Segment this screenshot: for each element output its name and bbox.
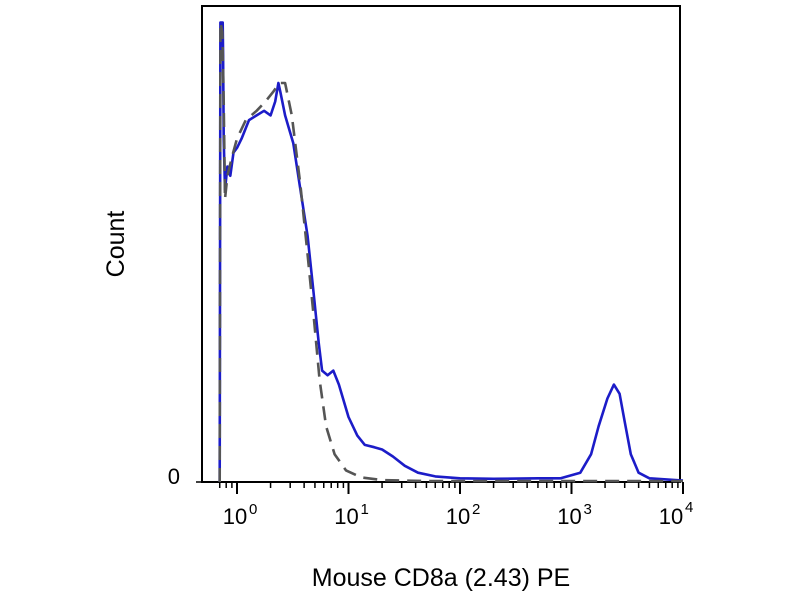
x-tick-label: 10: [659, 504, 683, 529]
plot-area: [201, 5, 684, 483]
x-tick-exponent: 2: [472, 501, 480, 518]
y-tick-label: 0: [168, 464, 180, 489]
x-tick-exponent: 3: [584, 501, 592, 518]
control-histogram-line: [218, 21, 683, 483]
x-tick-exponent: 0: [249, 501, 257, 518]
stained-histogram-line: [218, 21, 684, 483]
series-layer: [218, 21, 684, 483]
x-tick-label: 10: [557, 504, 581, 529]
x-tick-exponent: 4: [685, 499, 693, 516]
y-axis-ticks: 0: [168, 464, 202, 489]
x-tick-label: 10: [334, 504, 358, 529]
x-tick-label: 10: [223, 504, 247, 529]
x-tick-exponent: 1: [361, 501, 369, 518]
x-axis-title: Mouse CD8a (2.43) PE: [312, 564, 570, 592]
y-axis-title: Count: [102, 211, 130, 278]
x-tick-label: 10: [446, 504, 470, 529]
x-axis-ticks: 10 0 10 1 10 2 10 3 10 4: [218, 482, 693, 529]
